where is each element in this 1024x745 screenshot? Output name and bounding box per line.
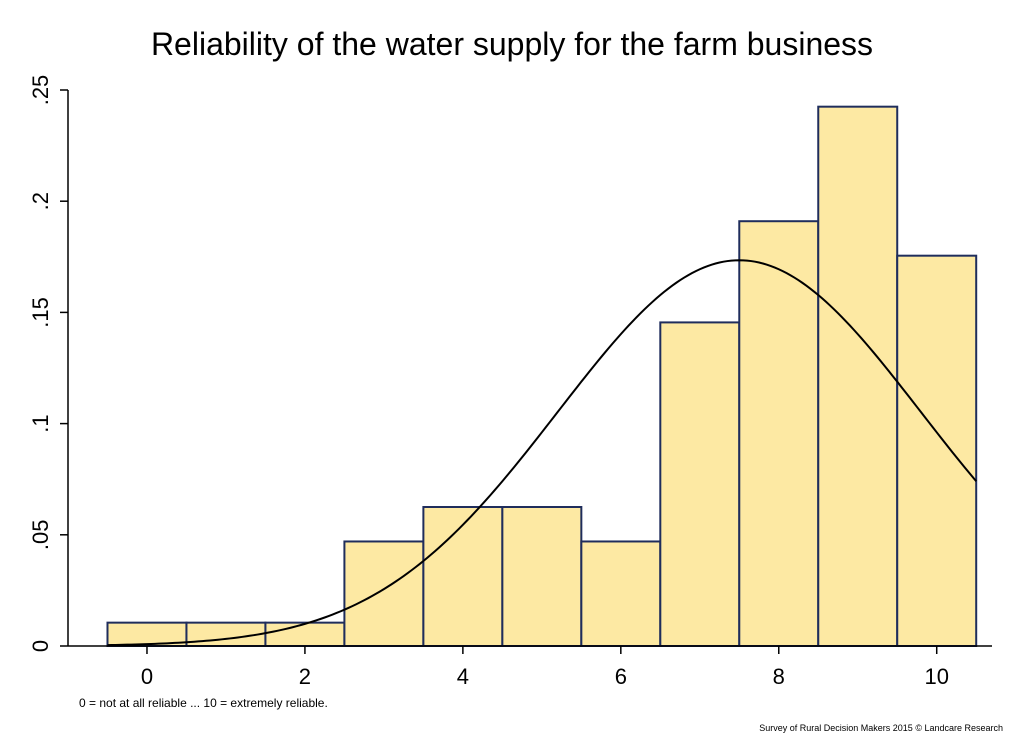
bars-group	[106, 105, 978, 648]
axes-group: 0 .05 .1 .15 .2 .25 0 2 4 6 8 10	[28, 75, 992, 689]
y-tick-label: .25	[28, 75, 53, 106]
scale-note: 0 = not at all reliable ... 10 = extreme…	[79, 696, 328, 710]
x-tick-label: 4	[457, 664, 469, 689]
source-credit: Survey of Rural Decision Makers 2015 © L…	[759, 723, 1003, 733]
histogram-bar-2	[264, 621, 346, 648]
histogram-bar-3	[343, 540, 425, 647]
histogram-bar-10	[896, 254, 978, 648]
y-tick-label: .2	[28, 192, 53, 210]
x-tick-label: 10	[924, 664, 948, 689]
histogram-bar-7	[659, 321, 741, 647]
density-curve-group	[107, 259, 977, 647]
x-tick-label: 6	[615, 664, 627, 689]
histogram-bar-6	[580, 540, 662, 647]
histogram-bar-5	[501, 506, 583, 647]
y-tick-label: .1	[28, 414, 53, 432]
y-tick-label: .15	[28, 297, 53, 328]
chart-title: Reliability of the water supply for the …	[150, 26, 874, 62]
normal-density-curve	[107, 259, 977, 647]
x-tick-label: 0	[141, 664, 153, 689]
x-tick-label: 2	[299, 664, 311, 689]
histogram-bar-9	[817, 105, 899, 648]
x-tick-label: 8	[773, 664, 785, 689]
y-tick-label: 0	[28, 640, 53, 652]
histogram-bar-4	[422, 506, 504, 647]
y-tick-label: .05	[28, 520, 53, 551]
